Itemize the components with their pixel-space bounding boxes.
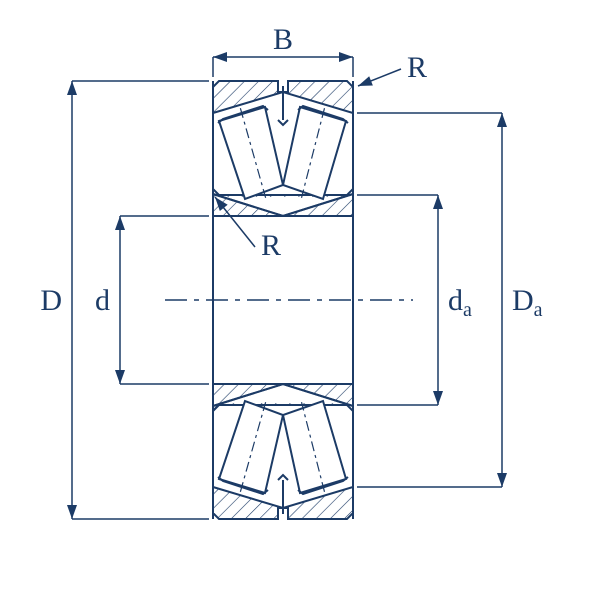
- arrowhead: [115, 370, 125, 384]
- arrowhead: [67, 81, 77, 95]
- roller-bot-left: [219, 401, 283, 493]
- roller-top-left: [219, 107, 283, 199]
- arrowhead: [67, 505, 77, 519]
- arrowhead: [115, 216, 125, 230]
- roller-bot-right: [283, 401, 346, 493]
- arrowhead: [497, 473, 507, 487]
- dim-d-label: d: [95, 284, 110, 317]
- arrowhead: [497, 113, 507, 127]
- dim-Da-label: Da: [512, 284, 543, 321]
- dim-B-label: B: [273, 23, 293, 56]
- roller-top-right: [283, 107, 346, 199]
- arrowhead: [339, 52, 353, 62]
- arrowhead: [433, 195, 443, 209]
- dim-da-label: da: [448, 284, 472, 321]
- arrowhead: [358, 76, 373, 86]
- arrowhead: [433, 391, 443, 405]
- leader-R-inner-label: R: [261, 229, 281, 262]
- leader-R-outer-label: R: [407, 51, 427, 84]
- dim-D-label: D: [40, 284, 62, 317]
- arrowhead: [213, 52, 227, 62]
